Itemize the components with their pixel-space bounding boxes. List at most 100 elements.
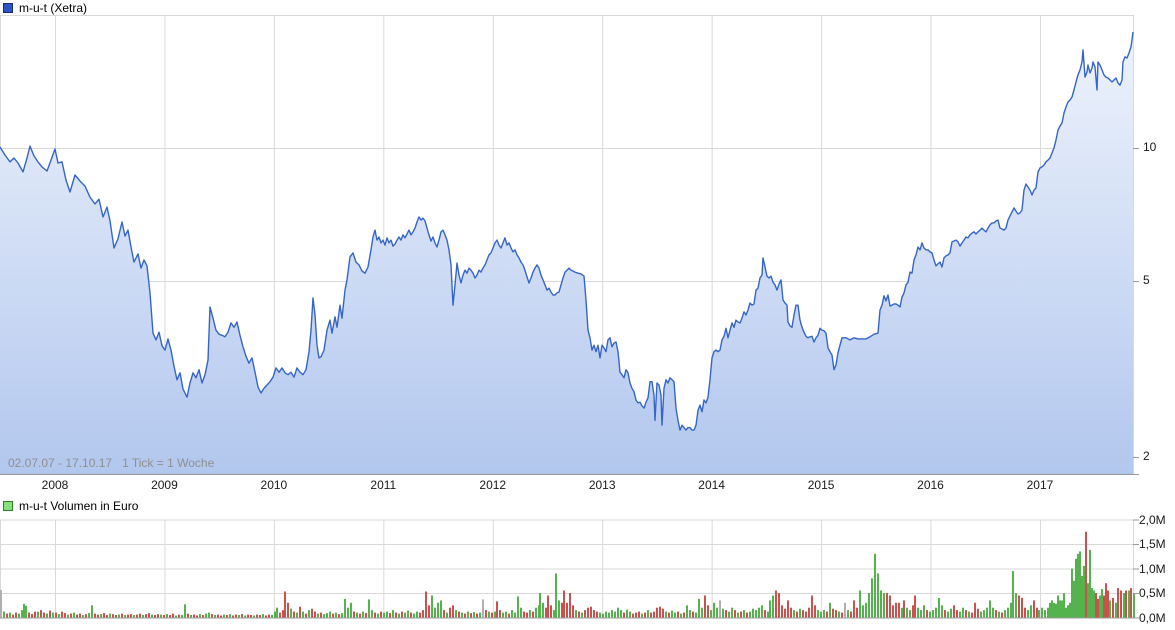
x-axis-label-2014: 2014 bbox=[698, 478, 725, 492]
volume-bar bbox=[1091, 588, 1093, 618]
volume-bar bbox=[886, 593, 888, 618]
volume-bar bbox=[808, 607, 810, 618]
volume-bar bbox=[671, 610, 673, 618]
x-axis-label-2009: 2009 bbox=[151, 478, 178, 492]
volume-bar bbox=[452, 605, 454, 618]
volume-bar bbox=[422, 610, 424, 618]
volume-bar bbox=[749, 611, 751, 618]
volume-bar bbox=[121, 613, 123, 618]
volume-bar bbox=[923, 605, 925, 618]
volume-bar bbox=[205, 613, 207, 618]
volume-bar bbox=[737, 612, 739, 618]
x-axis-label-2017: 2017 bbox=[1026, 478, 1054, 492]
volume-bar bbox=[79, 613, 81, 618]
volume-bar bbox=[37, 611, 39, 618]
volume-bar bbox=[707, 605, 709, 618]
volume-bar bbox=[353, 611, 355, 618]
volume-bar bbox=[223, 614, 225, 618]
volume-bar bbox=[746, 612, 748, 618]
volume-bar bbox=[124, 615, 126, 618]
volume-bar bbox=[1059, 600, 1061, 618]
volume-bar bbox=[608, 612, 610, 618]
volume-bar bbox=[338, 614, 340, 618]
volume-bar bbox=[276, 607, 278, 618]
volume-bar bbox=[485, 610, 487, 618]
volume-legend-label: m-u-t Volumen in Euro bbox=[19, 499, 139, 513]
volume-bar bbox=[778, 593, 780, 618]
volume-bar bbox=[909, 610, 911, 618]
volume-bar bbox=[404, 612, 406, 618]
volume-bar bbox=[392, 610, 394, 618]
volume-bar bbox=[814, 605, 816, 618]
volume-bar bbox=[692, 611, 694, 618]
volume-bar bbox=[862, 605, 864, 618]
volume-bar bbox=[611, 610, 613, 618]
volume-bar bbox=[865, 602, 867, 618]
volume-bar bbox=[731, 607, 733, 618]
volume-bar bbox=[1128, 590, 1130, 618]
volume-bar bbox=[1001, 612, 1003, 618]
price-area-series bbox=[0, 31, 1134, 474]
volume-bar bbox=[299, 606, 301, 618]
volume-bar bbox=[1083, 566, 1085, 618]
volume-bar bbox=[73, 612, 75, 618]
volume-bar bbox=[6, 613, 8, 618]
volume-bar bbox=[545, 607, 547, 618]
volume-bar bbox=[605, 611, 607, 618]
volume-bar bbox=[118, 614, 120, 618]
volume-bar bbox=[1105, 583, 1107, 618]
volume-tick-label-0,0M: 0,0M bbox=[1139, 610, 1166, 625]
volume-bar bbox=[434, 607, 436, 618]
volume-bar bbox=[97, 614, 99, 618]
volume-bar bbox=[1120, 590, 1122, 618]
volume-bar bbox=[650, 612, 652, 618]
volume-bar bbox=[769, 600, 771, 618]
volume-gridlines bbox=[0, 519, 1134, 618]
x-axis-label-2015: 2015 bbox=[807, 478, 835, 492]
volume-bar bbox=[347, 607, 349, 618]
volume-bar bbox=[992, 607, 994, 618]
volume-bar bbox=[1125, 590, 1127, 618]
volume-bar bbox=[590, 606, 592, 618]
volume-bar bbox=[67, 614, 69, 618]
volume-bar bbox=[1112, 597, 1114, 618]
volume-bar bbox=[446, 612, 448, 618]
volume-bar bbox=[722, 608, 724, 618]
volume-bar bbox=[274, 611, 276, 618]
volume-legend-swatch-icon bbox=[3, 501, 13, 511]
volume-bar bbox=[971, 612, 973, 618]
volume-bar bbox=[202, 615, 204, 618]
volume-bar bbox=[106, 615, 108, 618]
volume-bar bbox=[761, 605, 763, 618]
volume-bar bbox=[853, 600, 855, 618]
volume-bar bbox=[386, 611, 388, 618]
volume-bar bbox=[43, 612, 45, 618]
volume-bar bbox=[1012, 571, 1014, 618]
volume-bar bbox=[508, 613, 510, 618]
volume-bar bbox=[626, 609, 628, 618]
volume-bar bbox=[443, 610, 445, 618]
volume-bar bbox=[1047, 607, 1049, 618]
volume-bar bbox=[629, 611, 631, 618]
volume-bar bbox=[214, 615, 216, 618]
volume-bar bbox=[517, 596, 519, 618]
volume-bar bbox=[323, 614, 325, 618]
volume-bar bbox=[302, 611, 304, 618]
volume-bar bbox=[437, 602, 439, 618]
volume-bar bbox=[920, 610, 922, 618]
volume-bar bbox=[1071, 568, 1073, 618]
volume-bar bbox=[1065, 607, 1067, 618]
volume-bar bbox=[1027, 610, 1029, 618]
volume-bar bbox=[356, 612, 358, 618]
volume-bar bbox=[914, 595, 916, 618]
volume-bar bbox=[644, 612, 646, 618]
volume-bar bbox=[668, 612, 670, 618]
x-axis-label-2008: 2008 bbox=[41, 478, 69, 492]
volume-bar bbox=[823, 610, 825, 618]
volume-bar bbox=[638, 611, 640, 618]
x-axis-label-2016: 2016 bbox=[917, 478, 944, 492]
volume-bar bbox=[701, 607, 703, 618]
volume-bar bbox=[680, 613, 682, 618]
volume-bar bbox=[563, 590, 565, 618]
volume-bar bbox=[587, 607, 589, 618]
